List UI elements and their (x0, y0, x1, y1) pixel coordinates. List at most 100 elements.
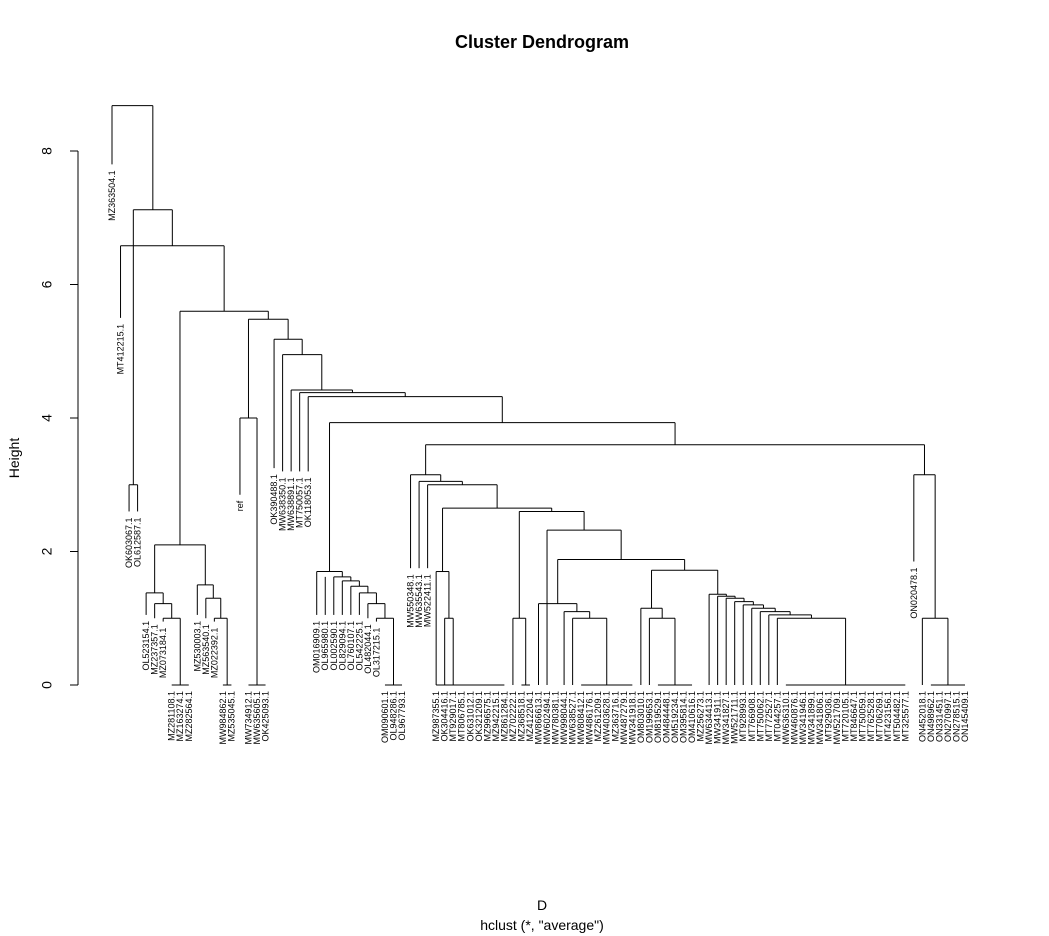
leaf-label: OK425093.1 (261, 691, 271, 742)
leaf-label: OK631012.1 (465, 691, 475, 742)
leaf-label: ON020478.1 (909, 568, 919, 619)
leaf-label: MZ530003.1 (192, 621, 202, 672)
leaf-label: MW341899.1 (806, 691, 816, 745)
leaf-label: MZ163274.1 (175, 691, 185, 742)
leaf-label: OL317215.1 (371, 628, 381, 678)
leaf-label: MT766908.1 (747, 691, 757, 742)
leaf-label: ON498962.1 (926, 691, 936, 742)
leaf-label: MZ363504.1 (107, 170, 117, 221)
leaf-label: OL760107.1 (346, 621, 356, 671)
leaf-label: MZ073184.1 (158, 628, 168, 679)
leaf-label: MT720105.1 (841, 691, 851, 742)
leaf-label: MW638891.1 (286, 477, 296, 531)
leaf-label: OL829094.1 (337, 621, 347, 671)
leaf-label: OK321209.1 (474, 691, 484, 742)
y-tick-label: 2 (39, 547, 55, 555)
y-axis-label: Height (6, 438, 22, 479)
leaf-label: MZ237357.1 (150, 624, 160, 675)
leaf-label: OL948286.1 (388, 691, 398, 741)
leaf-label: MT762528.1 (866, 691, 876, 742)
leaf-label: MT750057.1 (295, 477, 305, 528)
leaf-label: MW636310.1 (781, 691, 791, 745)
leaf-label: MT706269.1 (875, 691, 885, 742)
leaf-label: MW341827.1 (721, 691, 731, 745)
leaf-label: MW808412.1 (576, 691, 586, 745)
leaf-label: ON145409.1 (960, 691, 970, 742)
leaf-label: MT412215.1 (116, 324, 126, 375)
leaf-label: MZ282564.1 (184, 691, 194, 742)
leaf-label: MZ987355.1 (431, 691, 441, 742)
leaf-label: MW635543.1 (414, 574, 424, 628)
leaf-label: MZ412204.1 (525, 691, 535, 742)
leaf-label: OM199653.1 (644, 691, 654, 743)
leaf-label: MZ942215.1 (491, 691, 501, 742)
leaf-label: MT806785.1 (457, 691, 467, 742)
leaf-label: MZ368518.1 (516, 691, 526, 742)
leaf-label: MW486176.1 (585, 691, 595, 745)
chart-subtitle: hclust (*, "average") (480, 917, 604, 933)
leaf-label: MW341806.1 (815, 691, 825, 745)
chart-title: Cluster Dendrogram (455, 32, 629, 52)
leaf-label: MW341911.1 (713, 691, 723, 744)
leaf-label: ref (235, 500, 245, 511)
leaf-label: MW460876.1 (789, 691, 799, 745)
y-tick-label: 8 (39, 147, 55, 155)
leaf-label: OK390488.1 (269, 474, 279, 525)
leaf-label: OK118053.1 (303, 477, 313, 527)
leaf-label: MW487279.1 (619, 691, 629, 745)
dendrogram-tree (111, 105, 965, 686)
leaf-label: OL612587.1 (133, 517, 143, 567)
leaf-label: MW602494.1 (542, 691, 552, 745)
leaf-label: MW734912.1 (243, 691, 253, 745)
leaf-label: MW341946.1 (798, 691, 808, 745)
leaf-label: MT325577.1 (900, 691, 910, 742)
leaf-label: ON270997.1 (943, 691, 953, 742)
leaf-label: MW521709.1 (832, 691, 842, 745)
leaf-label: OL523154.1 (141, 621, 151, 671)
leaf-label: MZ022392.1 (209, 628, 219, 679)
leaf-label: MZ702222.1 (508, 691, 518, 742)
leaf-label: OM819529.1 (653, 691, 663, 743)
leaf-label: OM016909.1 (312, 621, 322, 673)
y-tick-label: 4 (39, 414, 55, 422)
leaf-label: MW998044.1 (559, 691, 569, 745)
leaf-label: MT423156.1 (883, 691, 893, 742)
leaf-label: MZ563540.1 (201, 624, 211, 675)
leaf-label: MT846647.1 (849, 691, 859, 742)
y-axis: 0 2 4 6 8 (39, 147, 79, 689)
leaf-label: ON331451.1 (934, 691, 944, 742)
leaf-label: MT504482.1 (892, 691, 902, 742)
leaf-label: OM519234.1 (670, 691, 680, 743)
leaf-label: MT044257.1 (772, 691, 782, 742)
leaf-label: OK603067.1 (124, 517, 134, 568)
leaf-label: MT750059.1 (858, 691, 868, 742)
leaf-label: MW780381.1 (551, 691, 561, 745)
y-tick-label: 6 (39, 280, 55, 288)
leaf-label: MW866613.1 (534, 691, 544, 745)
leaf-label: MW521711.1 (730, 691, 740, 744)
leaf-label: MT772527.1 (764, 691, 774, 742)
leaf-label: OL542225.1 (354, 621, 364, 671)
leaf-label: ON452018.1 (917, 691, 927, 742)
leaf-label: MW341918.1 (627, 691, 637, 745)
leaf-label: MT929017.1 (448, 691, 458, 742)
leaf-label: MT928993.1 (738, 691, 748, 742)
leaf-label: MW635605.1 (252, 691, 262, 745)
leaf-label: OL482044.1 (363, 624, 373, 674)
x-axis-label: D (537, 897, 547, 913)
leaf-label: MZ261209.1 (593, 691, 603, 742)
leaf-labels: MZ363504.1 MT412215.1 OK603067.1OL612587.1… (107, 170, 970, 744)
leaf-label: MW522411.1 (423, 574, 433, 627)
leaf-label: MZ861284.1 (499, 691, 509, 742)
leaf-label: MW403628.1 (602, 691, 612, 745)
leaf-label: OM484448.1 (661, 691, 671, 743)
leaf-label: OM410616.1 (687, 691, 697, 743)
leaf-label: MZ996575.1 (482, 691, 492, 742)
leaf-label: OK304416.1 (440, 691, 450, 742)
leaf-label: MW550348.1 (406, 574, 416, 628)
leaf-label: MW984862.1 (218, 691, 228, 745)
leaf-label: OM395814.1 (679, 691, 689, 743)
leaf-label: MW638350.1 (278, 477, 288, 531)
leaf-label: OL965980.1 (320, 621, 330, 671)
